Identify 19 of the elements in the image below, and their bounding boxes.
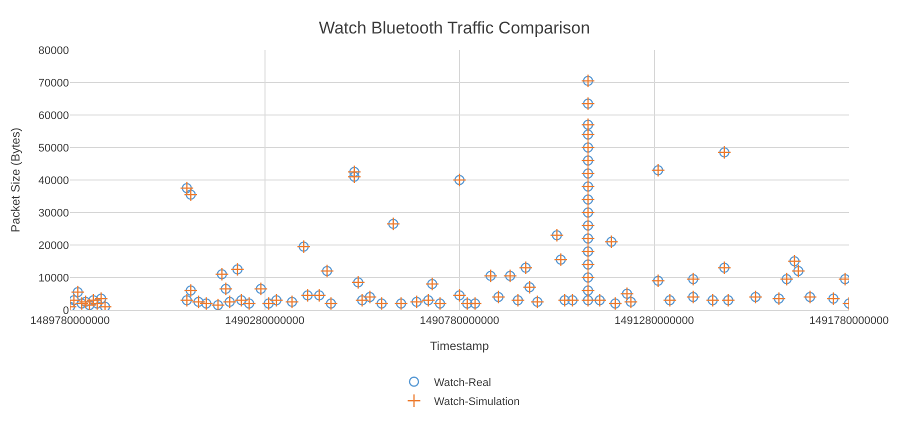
y-tick-label: 30000: [38, 207, 69, 220]
y-tick-label: 20000: [38, 240, 69, 252]
x-tick-label: 1490280000000: [224, 315, 305, 328]
x-tick-label: 1490780000000: [420, 315, 500, 328]
y-tick-label: 70000: [38, 77, 69, 90]
y-tick-label: 0: [62, 304, 69, 317]
x-tick-label: 1491780000000: [809, 315, 889, 328]
y-tick-label: 40000: [38, 174, 69, 187]
y-axis-title: Packet Size (Bytes): [8, 128, 23, 232]
legend-label: Watch-Real: [434, 376, 492, 389]
y-tick-label: 80000: [38, 44, 69, 57]
x-tick-label: 1489780000000: [30, 315, 110, 328]
x-tick-label: 1491280000000: [614, 315, 694, 328]
chart-title: Watch Bluetooth Traffic Comparison: [318, 18, 590, 38]
y-tick-label: 50000: [38, 142, 69, 154]
x-axis-title: Timestamp: [430, 339, 490, 354]
legend-label: Watch-Simulation: [434, 396, 520, 408]
y-tick-label: 60000: [38, 110, 69, 122]
y-tick-label: 10000: [38, 272, 69, 284]
